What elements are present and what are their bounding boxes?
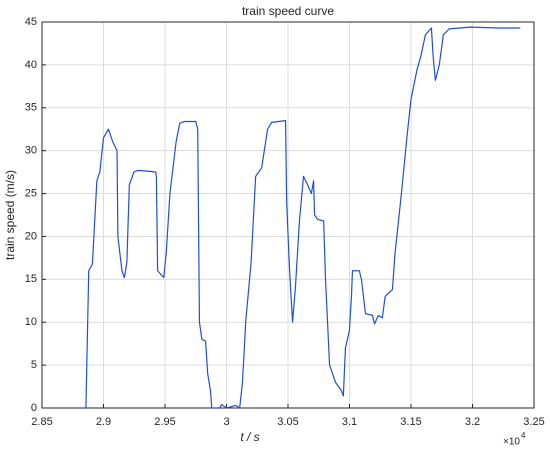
x-tick-label: 3.1 [342,416,357,428]
x-tick-label: 3 [223,416,229,428]
y-tick-label: 0 [31,402,37,414]
y-tick-label: 10 [25,316,37,328]
y-tick-label: 15 [25,273,37,285]
x-tick-label: 3.2 [465,416,480,428]
x-tick-label: 2.95 [154,416,175,428]
y-tick-label: 40 [25,59,37,71]
axes-box [41,21,535,409]
x-axis-label: t / s [240,430,259,444]
y-tick-label: 25 [25,187,37,199]
x-tick-label: 3.05 [277,416,298,428]
speed-line [80,26,521,409]
y-tick-label: 30 [25,145,37,157]
y-tick-label: 20 [25,230,37,242]
y-tick-label: 35 [25,102,37,114]
x-tick-label: 2.85 [31,416,52,428]
y-tick-label: 5 [31,359,37,371]
x-multiplier-base: ×10 [503,437,520,448]
y-axis-label: train speed (m/s) [3,170,17,260]
x-multiplier-exponent: 4 [521,431,526,440]
x-tick-label: 3.15 [400,416,421,428]
x-tick-label: 3.25 [523,416,544,428]
chart-title: train speed curve [242,4,334,18]
x-tick-label: 2.9 [96,416,111,428]
y-tick-label: 45 [25,16,37,28]
